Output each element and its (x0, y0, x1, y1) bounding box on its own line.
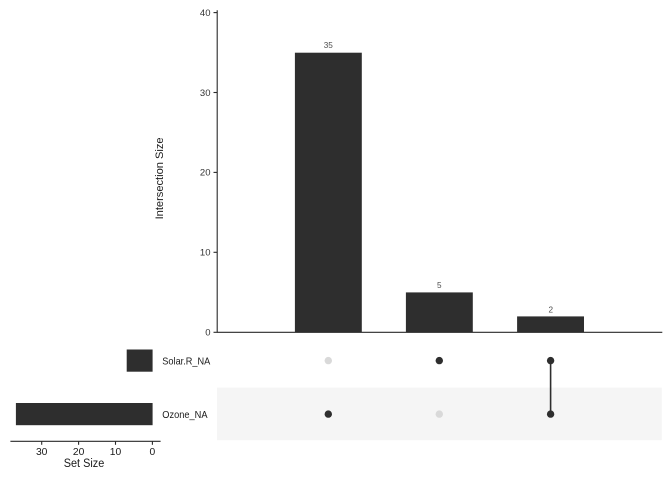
svg-text:Solar.R_NA: Solar.R_NA (162, 357, 210, 368)
svg-text:20: 20 (200, 168, 211, 179)
svg-text:35: 35 (324, 41, 334, 50)
svg-text:10: 10 (110, 447, 122, 458)
svg-text:40: 40 (200, 8, 211, 19)
svg-text:0: 0 (150, 447, 156, 458)
svg-text:Intersection Size: Intersection Size (154, 137, 166, 219)
svg-text:5: 5 (437, 281, 442, 290)
svg-text:10: 10 (200, 248, 211, 259)
svg-text:30: 30 (36, 447, 48, 458)
svg-text:30: 30 (200, 88, 211, 99)
svg-text:20: 20 (73, 447, 85, 458)
svg-text:2: 2 (549, 305, 554, 314)
svg-text:0: 0 (205, 328, 210, 339)
svg-text:Set Size: Set Size (64, 456, 105, 470)
svg-text:Ozone_NA: Ozone_NA (162, 410, 207, 421)
